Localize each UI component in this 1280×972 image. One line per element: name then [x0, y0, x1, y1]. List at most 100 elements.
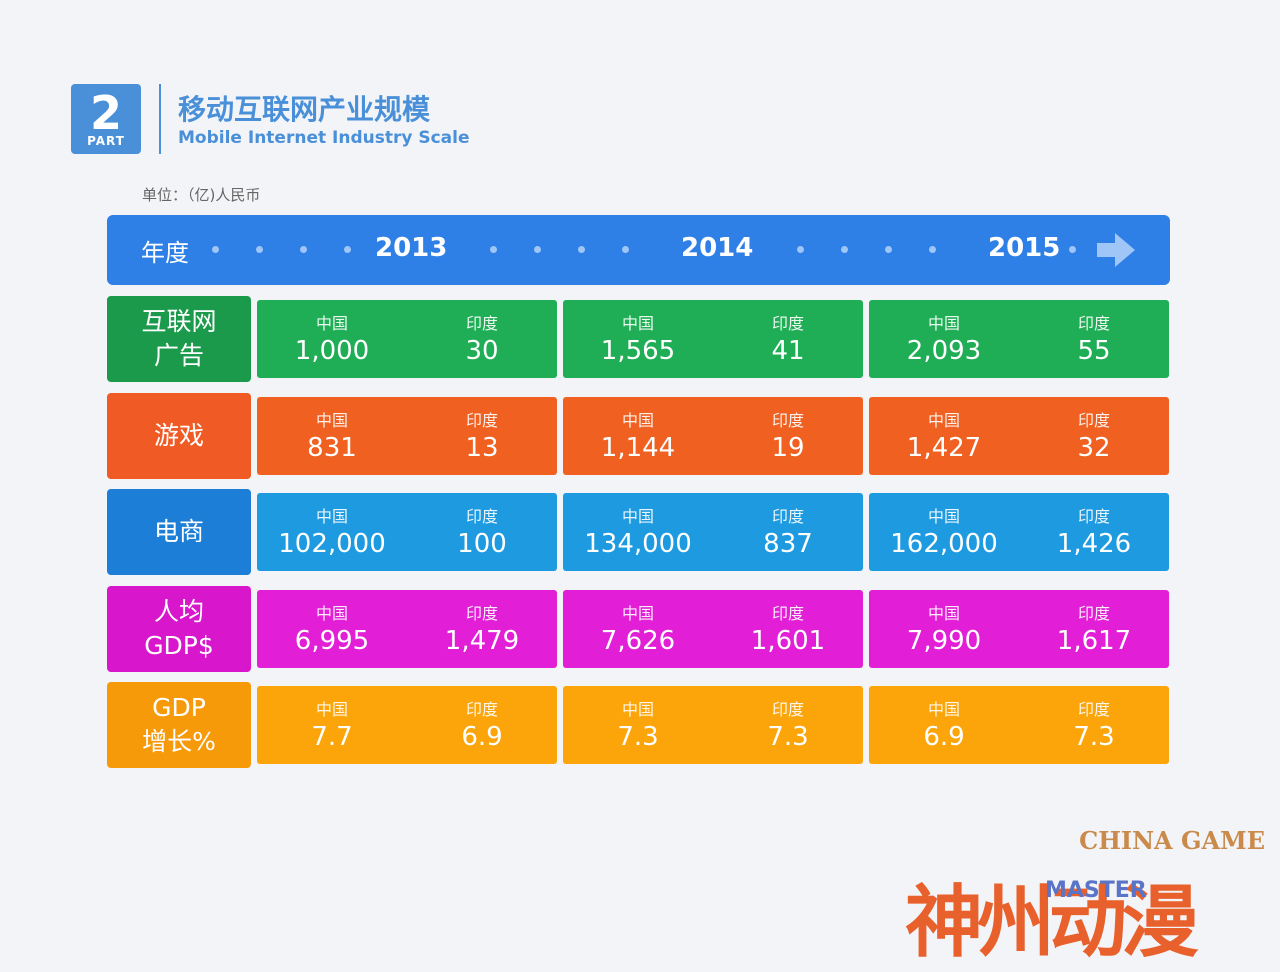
china-value: 1,427 — [906, 433, 982, 463]
data-cell: 中国 印度 1,144 19 — [563, 397, 863, 475]
row-label-line1: 电商 — [153, 517, 204, 546]
data-cell: 中国 印度 2,093 55 — [869, 300, 1169, 378]
country-label-china: 中国 — [927, 314, 960, 333]
india-value: 1,601 — [750, 626, 826, 656]
timeline-dot — [929, 246, 936, 253]
india-value: 32 — [1077, 433, 1111, 463]
year-2014: 2014 — [681, 233, 754, 263]
timeline-dot — [1069, 246, 1076, 253]
india-value: 19 — [771, 433, 805, 463]
part-word: PART — [87, 134, 125, 148]
timeline-dot — [885, 246, 892, 253]
china-value: 1,000 — [294, 336, 370, 366]
timeline-dot — [622, 246, 629, 253]
country-label-china: 中国 — [927, 604, 960, 623]
country-label-india: 印度 — [465, 314, 498, 333]
timeline-dot — [841, 246, 848, 253]
country-label-china: 中国 — [621, 411, 654, 430]
timeline-dot — [212, 246, 219, 253]
timeline-bar: 年度 2013 2014 2015 — [107, 215, 1170, 285]
country-label-india: 印度 — [1077, 507, 1110, 526]
china-value: 831 — [307, 433, 357, 463]
part-number: 2 — [89, 86, 122, 140]
country-label-india: 印度 — [1077, 411, 1110, 430]
timeline-dot — [300, 246, 307, 253]
india-value: 100 — [457, 529, 507, 559]
watermark-brand-en: CHINA GAME — [1079, 826, 1265, 855]
china-value: 102,000 — [278, 529, 386, 559]
page-title: 移动互联网产业规模 — [178, 93, 431, 126]
india-value: 1,426 — [1056, 529, 1132, 559]
country-label-india: 印度 — [771, 314, 804, 333]
timeline-dot — [256, 246, 263, 253]
india-value: 55 — [1077, 336, 1111, 366]
row-label: 游戏 — [107, 393, 251, 479]
watermark-logo: CHINA GAME 神州动漫 MASTER — [895, 820, 1275, 968]
country-label-india: 印度 — [771, 604, 804, 623]
timeline-dot — [534, 246, 541, 253]
data-cell: 中国 印度 1,427 32 — [869, 397, 1169, 475]
row-label-line2: 广告 — [153, 341, 204, 370]
row-label-line2: GDP$ — [144, 631, 214, 660]
title-divider — [159, 84, 161, 154]
page-subtitle: Mobile Internet Industry Scale — [178, 128, 470, 148]
india-value: 41 — [771, 336, 805, 366]
country-label-china: 中国 — [315, 700, 348, 719]
country-label-india: 印度 — [771, 507, 804, 526]
data-cell: 中国 印度 7.3 7.3 — [563, 686, 863, 764]
row-label: 互联网 广告 — [107, 296, 251, 382]
china-value: 2,093 — [906, 336, 982, 366]
country-label-india: 印度 — [1077, 314, 1110, 333]
india-value: 6.9 — [461, 722, 503, 752]
country-label-india: 印度 — [465, 411, 498, 430]
data-cell: 中国 印度 831 13 — [257, 397, 557, 475]
country-label-china: 中国 — [621, 314, 654, 333]
china-value: 7.3 — [617, 722, 659, 752]
china-value: 6,995 — [294, 626, 370, 656]
country-label-china: 中国 — [927, 700, 960, 719]
india-value: 7.3 — [767, 722, 809, 752]
country-label-china: 中国 — [315, 411, 348, 430]
timeline-dot — [578, 246, 585, 253]
data-cell: 中国 印度 134,000 837 — [563, 493, 863, 571]
timeline-dot — [490, 246, 497, 253]
row-label: 电商 — [107, 489, 251, 575]
timeline-label: 年度 — [141, 239, 189, 267]
china-value: 7,626 — [600, 626, 676, 656]
country-label-china: 中国 — [621, 700, 654, 719]
country-label-india: 印度 — [771, 411, 804, 430]
row-label-line2: 增长% — [142, 727, 216, 756]
data-cell: 中国 印度 162,000 1,426 — [869, 493, 1169, 571]
country-label-india: 印度 — [465, 604, 498, 623]
country-label-india: 印度 — [1077, 700, 1110, 719]
india-value: 7.3 — [1073, 722, 1115, 752]
china-value: 1,144 — [600, 433, 676, 463]
china-value: 162,000 — [890, 529, 998, 559]
country-label-india: 印度 — [1077, 604, 1110, 623]
india-value: 30 — [465, 336, 499, 366]
country-label-china: 中国 — [927, 411, 960, 430]
india-value: 1,479 — [444, 626, 520, 656]
data-cell: 中国 印度 7.7 6.9 — [257, 686, 557, 764]
watermark-brand-cn: 神州动漫 — [905, 877, 1199, 968]
data-cell: 中国 印度 6,995 1,479 — [257, 590, 557, 668]
part-badge: 2 PART — [71, 84, 141, 154]
timeline-dot — [797, 246, 804, 253]
china-value: 6.9 — [923, 722, 965, 752]
country-label-china: 中国 — [315, 604, 348, 623]
row-label-line1: GDP — [152, 693, 206, 722]
arrow-right-icon — [1097, 233, 1135, 267]
row-label: GDP 增长% — [107, 682, 251, 768]
data-cell: 中国 印度 6.9 7.3 — [869, 686, 1169, 764]
data-cell: 中国 印度 1,000 30 — [257, 300, 557, 378]
row-label-line1: 游戏 — [153, 421, 204, 450]
country-label-china: 中国 — [927, 507, 960, 526]
india-value: 837 — [763, 529, 813, 559]
india-value: 1,617 — [1056, 626, 1132, 656]
data-cell: 中国 印度 7,990 1,617 — [869, 590, 1169, 668]
india-value: 13 — [465, 433, 499, 463]
timeline-dot — [344, 246, 351, 253]
china-value: 7,990 — [906, 626, 982, 656]
china-value: 1,565 — [600, 336, 676, 366]
year-2015: 2015 — [988, 233, 1061, 263]
